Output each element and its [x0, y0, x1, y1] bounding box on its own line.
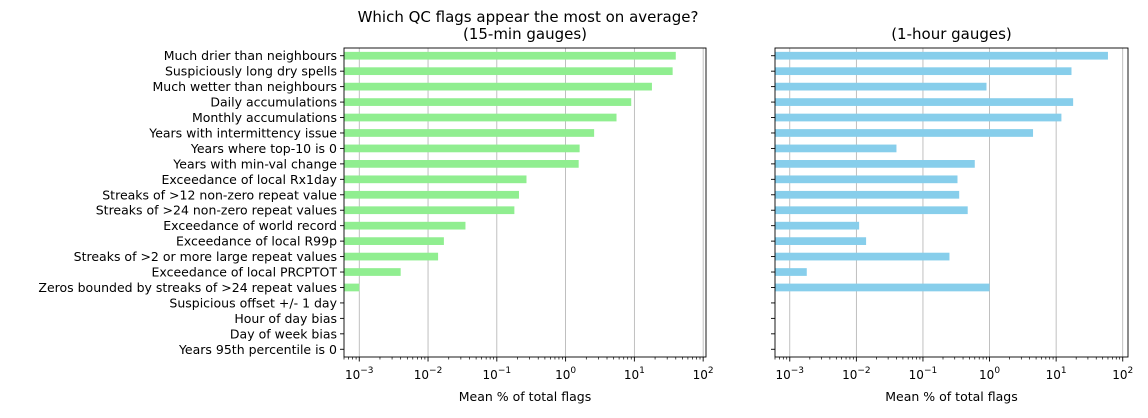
- bar: [775, 252, 950, 261]
- bar: [775, 51, 1108, 60]
- category-label: Exceedance of local PRCPTOT: [152, 265, 338, 280]
- chart-title: (1-hour gauges): [891, 25, 1012, 43]
- x-tick-label: 100: [555, 366, 576, 382]
- bar: [344, 268, 401, 276]
- category-label: Exceedance of world record: [163, 218, 337, 233]
- x-tick-label: 10−2: [842, 366, 871, 382]
- category-label: Exceedance of local R99p: [176, 234, 337, 249]
- bar: [344, 252, 439, 261]
- category-label: Zeros bounded by streaks of >24 repeat v…: [38, 280, 337, 295]
- bar: [344, 160, 579, 168]
- bar: [775, 237, 867, 245]
- bar: [775, 221, 860, 230]
- bar: [344, 190, 519, 199]
- x-tick-label: 100: [979, 366, 1000, 382]
- bar: [344, 129, 595, 137]
- x-tick-label: 10−3: [775, 366, 804, 382]
- category-label: Suspiciously long dry spells: [165, 64, 337, 79]
- bar: [775, 175, 958, 184]
- bar: [775, 129, 1034, 137]
- bar: [344, 51, 676, 60]
- bar: [344, 206, 515, 215]
- bar: [344, 283, 360, 292]
- category-label: Streaks of >2 or more large repeat value…: [74, 249, 337, 264]
- bar: [775, 206, 968, 215]
- bar: [344, 237, 444, 245]
- bar: [775, 98, 1074, 106]
- chart-title: (15-min gauges): [463, 25, 587, 43]
- figure-title-line1: Which QC flags appear the most on averag…: [358, 8, 699, 26]
- category-label: Monthly accumulations: [192, 110, 337, 125]
- x-tick-label: 10−1: [483, 366, 512, 382]
- category-label: Exceedance of local Rx1day: [161, 172, 337, 187]
- axes-frame: [343, 47, 707, 358]
- x-tick-label: 102: [693, 366, 714, 382]
- category-label: Years with min-val change: [172, 156, 337, 171]
- bar: [775, 190, 960, 199]
- bar: [344, 175, 527, 184]
- x-axis-label: Mean % of total flags: [459, 389, 591, 404]
- bar: [344, 144, 580, 153]
- axes-frame: [774, 47, 1129, 358]
- category-label: Streaks of >24 non-zero repeat values: [96, 203, 337, 218]
- bar: [344, 67, 673, 76]
- category-label: Years 95th percentile is 0: [178, 342, 337, 357]
- x-tick-label: 10−2: [414, 366, 443, 382]
- bar: [775, 113, 1062, 122]
- category-label: Suspicious offset +/- 1 day: [169, 295, 337, 310]
- bar: [775, 82, 987, 91]
- bar: [775, 268, 807, 276]
- x-axis-label: Mean % of total flags: [885, 389, 1017, 404]
- bar: [344, 82, 652, 91]
- category-label: Streaks of >12 non-zero repeat value: [102, 187, 337, 202]
- x-tick-label: 101: [1046, 366, 1067, 382]
- category-label: Years where top-10 is 0: [190, 141, 337, 156]
- category-label: Much drier than neighbours: [164, 48, 337, 63]
- x-tick-label: 10−3: [345, 366, 374, 382]
- chart-15min: (15-min gauges) Much drier than neighbour…: [38, 25, 713, 404]
- chart-1hour: (1-hour gauges) 10−3 10−2 10−1 100 101 102 Mean…: [771, 25, 1133, 404]
- category-label: Daily accumulations: [210, 95, 337, 110]
- bar: [775, 160, 975, 168]
- bar: [344, 221, 466, 230]
- bar: [775, 67, 1072, 76]
- category-label: Day of week bias: [230, 326, 337, 341]
- bar: [344, 113, 617, 122]
- x-tick-label: 102: [1112, 366, 1133, 382]
- category-label: Hour of day bias: [234, 311, 337, 326]
- category-label: Much wetter than neighbours: [153, 79, 337, 94]
- bar: [775, 144, 897, 153]
- bar: [775, 283, 990, 292]
- x-tick-label: 101: [624, 366, 645, 382]
- category-label: Years with intermittency issue: [148, 125, 337, 140]
- bar: [344, 98, 632, 106]
- x-tick-label: 10−1: [909, 366, 938, 382]
